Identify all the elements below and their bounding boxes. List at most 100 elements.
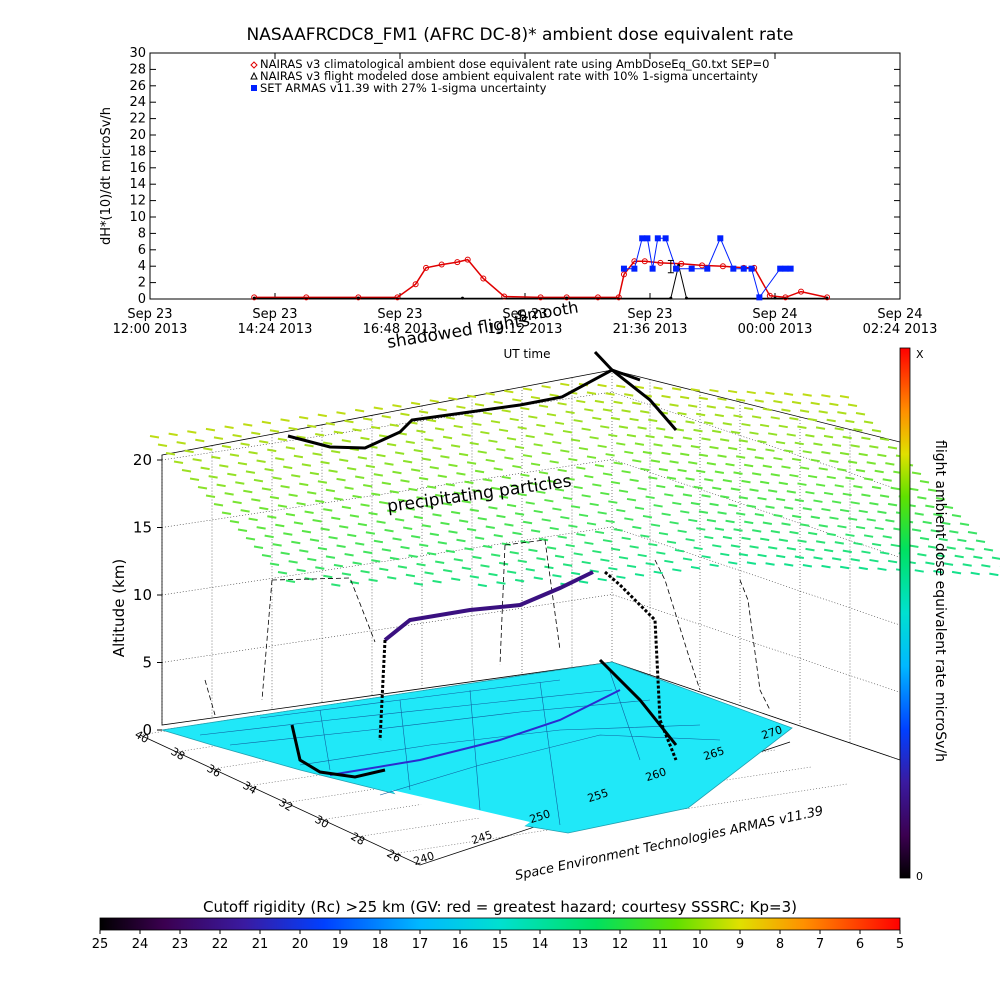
particle-dash	[781, 465, 791, 469]
particle-dash	[488, 572, 498, 577]
particle-dash	[325, 422, 336, 426]
particle-dash	[807, 531, 818, 536]
particle-dash	[296, 502, 306, 506]
particle-dash	[842, 549, 852, 554]
particle-dash	[280, 485, 290, 489]
particle-dash	[794, 441, 804, 446]
particle-dash	[344, 486, 354, 490]
particle-dash	[935, 553, 946, 558]
particle-dash	[331, 516, 341, 521]
particle-dash	[815, 540, 826, 544]
particle-dash	[506, 503, 517, 508]
particle-dash	[775, 497, 786, 502]
particle-dash	[877, 453, 887, 458]
particle-dash	[277, 571, 288, 575]
particle-dash	[645, 495, 655, 500]
particle-dash	[203, 447, 213, 451]
particle-dash	[850, 558, 860, 562]
particle-dash	[410, 468, 421, 472]
particle-dash	[237, 528, 248, 532]
particle-dash	[789, 417, 799, 421]
particle-dash	[597, 577, 607, 582]
particle-dash	[626, 497, 637, 502]
particle-dash	[485, 392, 495, 396]
lat-tick-label: 34	[240, 779, 259, 797]
particle-dash	[437, 407, 447, 412]
particle-dash	[280, 551, 290, 556]
particle-dash	[562, 429, 573, 434]
top-chart-y-label: dH*(10)/dt microSv/h	[99, 107, 114, 245]
altitude-axis-label: Altitude (km)	[110, 559, 128, 657]
map-borders	[199, 671, 721, 826]
map-border	[539, 681, 561, 826]
particle-dash	[573, 485, 583, 490]
particle-dash	[517, 426, 527, 430]
particle-dash	[237, 461, 248, 466]
particle-dash	[712, 544, 722, 548]
latitude-axis: 40 38 36 34 32 30 28 26	[132, 728, 403, 865]
particle-dash	[693, 485, 703, 490]
particle-dash	[650, 523, 661, 527]
y-tick-label: 14	[129, 177, 146, 192]
series-point	[356, 296, 360, 300]
bottom-colorbar-gradient	[99, 917, 901, 931]
particle-dash	[746, 561, 757, 565]
particle-dash	[552, 507, 562, 511]
particle-dash	[333, 497, 344, 501]
particle-dash	[389, 556, 400, 561]
lat-tick-label: 36	[204, 762, 223, 780]
particle-dash	[616, 442, 626, 446]
particle-dash	[807, 474, 818, 479]
particle-dash	[714, 413, 724, 418]
particle-dash	[917, 553, 927, 557]
particle-dash	[280, 418, 290, 422]
particle-dash	[373, 539, 384, 544]
particle-dash	[498, 495, 509, 499]
particle-dash	[821, 507, 831, 512]
particle-dash	[637, 487, 647, 491]
particle-dash	[658, 531, 669, 536]
series-point	[641, 258, 648, 265]
particle-dash	[653, 504, 663, 508]
particle-dash	[493, 467, 503, 471]
particle-dash	[496, 581, 506, 585]
particle-dash	[429, 399, 439, 403]
particle-dash	[704, 478, 714, 482]
series-point	[251, 294, 258, 301]
particle-dash	[807, 417, 818, 422]
series-point	[798, 288, 805, 295]
particle-dash	[261, 487, 272, 491]
particle-dash	[749, 545, 759, 549]
particle-dash	[863, 534, 874, 538]
particle-dash	[821, 451, 831, 455]
colorbar-tick-label: 5	[896, 937, 904, 952]
particle-dash	[653, 443, 663, 447]
particle-dash	[520, 406, 530, 411]
particle-dash	[509, 417, 519, 422]
particle-dash	[911, 528, 922, 532]
particle-dash	[685, 538, 695, 542]
particle-dash	[562, 563, 573, 567]
series-line	[254, 258, 828, 299]
particle-dash	[746, 390, 756, 395]
y-tick-label: 28	[129, 62, 146, 77]
particle-dash	[248, 451, 258, 455]
particle-dash	[879, 551, 890, 555]
particle-dash	[434, 427, 445, 431]
particle-dash	[810, 458, 820, 463]
particle-dash	[256, 459, 266, 463]
particle-dash	[565, 410, 575, 415]
particle-dash	[754, 456, 764, 460]
particle-dash	[331, 449, 341, 454]
particle-dash	[887, 559, 898, 564]
particle-dash	[887, 446, 898, 450]
particle-dash	[405, 507, 416, 511]
particle-dash	[855, 525, 866, 530]
particle-dash	[424, 438, 434, 442]
particle-dash	[858, 566, 868, 571]
z-tick-label: 5	[142, 654, 152, 672]
particle-dash	[512, 464, 522, 469]
particle-dash	[368, 578, 378, 582]
y-tick-label: 26	[129, 79, 146, 94]
